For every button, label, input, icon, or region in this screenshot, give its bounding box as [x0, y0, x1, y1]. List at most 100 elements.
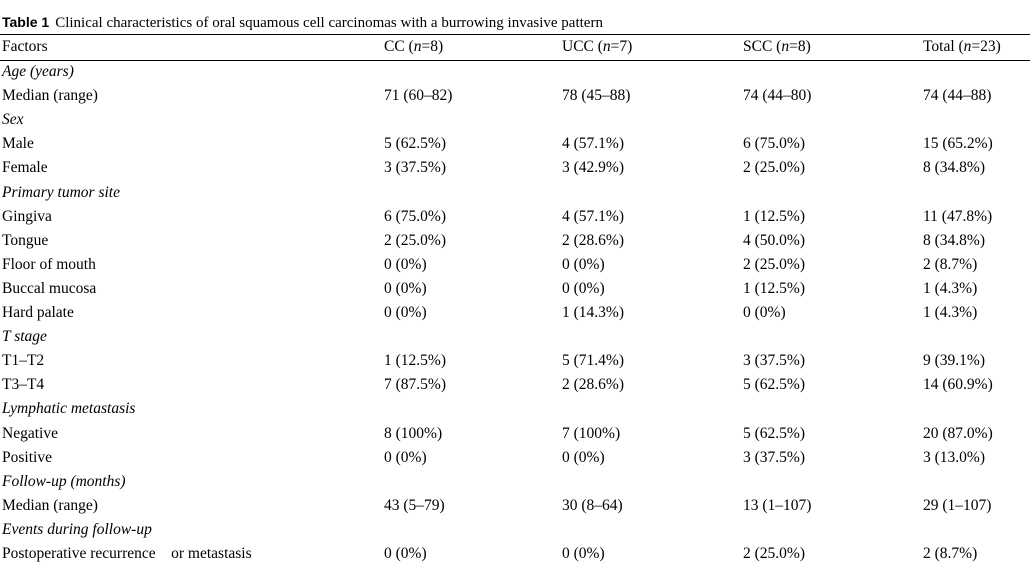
- table-cell: 2 (25.0%): [743, 159, 805, 177]
- table-cell: 0 (0%): [384, 304, 427, 321]
- table-cell: 0 (0%): [384, 279, 427, 297]
- table-cell: 78 (45–88): [562, 87, 631, 105]
- table-row: Female 3 (37.5%) 3 (42.9%) 2 (25.0%) 8 (34.8…: [0, 156, 1030, 180]
- section-row: T stage: [0, 325, 1030, 349]
- table-cell: 2 (8.7%): [923, 545, 978, 562]
- table-cell: 71 (60–82): [384, 87, 453, 105]
- section-label: Events during follow-up: [2, 520, 152, 538]
- table-cell: 7 (87.5%): [384, 376, 446, 394]
- table-cell: 0 (0%): [384, 448, 427, 466]
- table-cell: 8 (34.8%): [923, 159, 985, 177]
- section-label: Primary tumor site: [2, 183, 120, 201]
- table-cell: 14 (60.9%): [923, 376, 993, 394]
- table-cell: 2 (28.6%): [562, 231, 624, 249]
- row-label: Buccal mucosa: [2, 279, 97, 297]
- table-cell: 2 (25.0%): [743, 545, 805, 562]
- table-row: Positive 0 (0%) 0 (0%) 3 (37.5%) 3 (13.0%): [0, 446, 1030, 470]
- table-cell: 8 (100%): [384, 424, 443, 442]
- table-cell: 0 (0%): [384, 255, 427, 273]
- header-scc: SCC (n=8): [743, 38, 811, 55]
- table-cell: 0 (0%): [743, 304, 786, 321]
- table-cell: 1 (12.5%): [743, 207, 805, 225]
- header-factors: Factors: [2, 38, 48, 55]
- table-cell: 6 (75.0%): [384, 207, 446, 225]
- table-row: Negative 8 (100%) 7 (100%) 5 (62.5%) 20 (87.…: [0, 422, 1030, 446]
- table-cell: 0 (0%): [384, 545, 427, 562]
- table-row: Floor of mouth 0 (0%) 0 (0%) 2 (25.0%) 2 (8.…: [0, 253, 1030, 277]
- header-ucc: UCC (n=7): [562, 38, 633, 55]
- row-label: Male: [2, 135, 34, 153]
- table-cell: 30 (8–64): [562, 496, 623, 514]
- table-row: Gingiva 6 (75.0%) 4 (57.1%) 1 (12.5%) 11 (47…: [0, 205, 1030, 229]
- table-cell: 7 (100%): [562, 424, 621, 442]
- section-row: Follow-up (months): [0, 470, 1030, 494]
- row-label: Postoperative recurrence or metastasis: [2, 545, 252, 562]
- section-row: Events during follow-up: [0, 518, 1030, 542]
- row-label: Floor of mouth: [2, 255, 96, 273]
- section-row: Lymphatic metastasis: [0, 397, 1030, 421]
- table-cell: 8 (34.8%): [923, 231, 985, 249]
- table-cell: 2 (28.6%): [562, 376, 624, 394]
- table-cell: 5 (62.5%): [743, 376, 805, 394]
- table-cell: 0 (0%): [562, 255, 605, 273]
- header-row: Factors CC (n=8) UCC (n=7) SCC (n=8) Tot…: [0, 35, 1030, 59]
- table-cell: 3 (37.5%): [743, 448, 805, 466]
- table-row: T1–T2 1 (12.5%) 5 (71.4%) 3 (37.5%) 9 (39.1%…: [0, 349, 1030, 373]
- table-cell: 6 (75.0%): [743, 135, 805, 153]
- table-row: Male 5 (62.5%) 4 (57.1%) 6 (75.0%) 15 (65.2%…: [0, 132, 1030, 156]
- table-cell: 3 (37.5%): [384, 159, 446, 177]
- table-cell: 3 (37.5%): [743, 352, 805, 370]
- row-label: Negative: [2, 424, 58, 442]
- table-row: T3–T4 7 (87.5%) 2 (28.6%) 5 (62.5%) 14 (60.9…: [0, 373, 1030, 397]
- header-total: Total (n=23): [923, 38, 1001, 55]
- table-cell: 9 (39.1%): [923, 352, 985, 370]
- table-cell: 11 (47.8%): [923, 207, 993, 225]
- table-caption: Table 1 Clinical characteristics of oral …: [2, 12, 603, 33]
- section-label: Follow-up (months): [2, 472, 126, 490]
- table-cell: 74 (44–88): [923, 87, 992, 105]
- row-label: Gingiva: [2, 207, 52, 225]
- header-rule: [0, 60, 1030, 61]
- row-label: Median (range): [2, 87, 98, 105]
- section-row: Sex: [0, 108, 1030, 132]
- table-cell: 13 (1–107): [743, 496, 812, 514]
- table-cell: 5 (62.5%): [384, 135, 446, 153]
- table-cell: 2 (25.0%): [743, 255, 805, 273]
- row-label: Median (range): [2, 496, 98, 514]
- section-label: Age (years): [2, 63, 74, 80]
- row-label: Female: [2, 159, 48, 177]
- table-cell: 0 (0%): [562, 545, 605, 562]
- row-label: Positive: [2, 448, 52, 466]
- table-cell: 5 (71.4%): [562, 352, 624, 370]
- table-cell: 1 (4.3%): [923, 279, 978, 297]
- table-cell: 4 (50.0%): [743, 231, 805, 249]
- table-cell: 15 (65.2%): [923, 135, 993, 153]
- table-cell: 3 (13.0%): [923, 448, 985, 466]
- section-label: T stage: [2, 328, 47, 346]
- row-label: T1–T2: [2, 352, 45, 370]
- table-cell: 1 (14.3%): [562, 304, 624, 321]
- table-title: Clinical characteristics of oral squamou…: [55, 15, 603, 31]
- table-cell: 0 (0%): [562, 279, 605, 297]
- table-row: Postoperative recurrence or metastasis 0 …: [0, 542, 1030, 566]
- table-row: Tongue 2 (25.0%) 2 (28.6%) 4 (50.0%) 8 (34.8…: [0, 229, 1030, 253]
- table-row: Median (range) 43 (5–79) 30 (8–64) 13 (1–10…: [0, 494, 1030, 518]
- row-label: T3–T4: [2, 376, 45, 394]
- table-cell: 5 (62.5%): [743, 424, 805, 442]
- table-cell: 4 (57.1%): [562, 135, 624, 153]
- table-cell: 1 (12.5%): [384, 352, 446, 370]
- row-label: Tongue: [2, 231, 49, 249]
- table-row: Median (range) 71 (60–82) 78 (45–88) 74 (44…: [0, 84, 1030, 108]
- header-cc: CC (n=8): [384, 38, 444, 55]
- table-cell: 4 (57.1%): [562, 207, 624, 225]
- table-cell: 43 (5–79): [384, 496, 445, 514]
- table-cell: 3 (42.9%): [562, 159, 624, 177]
- section-row: Age (years): [0, 60, 1030, 84]
- table-row: Hard palate 0 (0%) 1 (14.3%) 0 (0%) 1 (4.3%): [0, 301, 1030, 325]
- table-cell: 29 (1–107): [923, 496, 992, 514]
- table-cell: 74 (44–80): [743, 87, 812, 105]
- section-label: Lymphatic metastasis: [2, 400, 136, 418]
- top-rule: [0, 34, 1030, 35]
- table-cell: 2 (8.7%): [923, 255, 978, 273]
